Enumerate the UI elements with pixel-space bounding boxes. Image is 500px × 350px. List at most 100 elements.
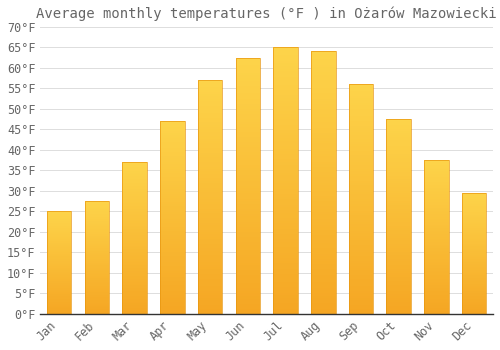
Bar (47, 289, 72, 290)
Bar (348, 254, 374, 257)
Bar (160, 296, 184, 299)
Bar (47, 284, 72, 285)
Bar (462, 237, 486, 238)
Bar (122, 220, 147, 221)
Bar (198, 141, 222, 143)
Bar (122, 267, 147, 268)
Bar (84, 224, 109, 225)
Bar (386, 142, 411, 145)
Bar (424, 168, 448, 169)
Bar (160, 312, 184, 314)
Bar (122, 302, 147, 303)
Bar (274, 143, 298, 146)
Bar (311, 303, 336, 306)
Bar (348, 169, 374, 171)
Bar (160, 285, 184, 287)
Bar (236, 86, 260, 88)
Bar (198, 195, 222, 197)
Bar (386, 232, 411, 234)
Bar (462, 285, 486, 286)
Bar (274, 234, 298, 237)
Bar (274, 231, 298, 234)
Bar (84, 296, 109, 297)
Bar (160, 289, 184, 291)
Bar (424, 194, 448, 195)
Bar (386, 183, 411, 185)
Bar (122, 208, 147, 209)
Bar (386, 203, 411, 205)
Bar (424, 238, 448, 240)
Bar (424, 166, 448, 168)
Bar (311, 70, 336, 72)
Bar (348, 188, 374, 190)
Bar (424, 231, 448, 232)
Bar (274, 279, 298, 282)
Bar (122, 202, 147, 203)
Bar (348, 178, 374, 181)
Bar (198, 167, 222, 169)
Bar (274, 156, 298, 159)
Bar (47, 304, 72, 306)
Bar (160, 202, 184, 204)
Bar (386, 148, 411, 150)
Bar (198, 83, 222, 85)
Bar (47, 299, 72, 300)
Bar (274, 207, 298, 210)
Bar (274, 186, 298, 189)
Bar (236, 311, 260, 314)
Bar (274, 108, 298, 111)
Bar (236, 60, 260, 63)
Bar (84, 226, 109, 227)
Bar (424, 185, 448, 186)
Bar (311, 285, 336, 288)
Bar (274, 250, 298, 253)
Bar (424, 236, 448, 237)
Bar (236, 158, 260, 160)
Bar (84, 212, 109, 214)
Bar (198, 256, 222, 258)
Bar (47, 211, 72, 314)
Bar (236, 188, 260, 191)
Bar (198, 118, 222, 120)
Bar (160, 196, 184, 198)
Bar (122, 189, 147, 191)
Bar (236, 260, 260, 262)
Bar (236, 278, 260, 281)
Bar (424, 226, 448, 228)
Bar (462, 199, 486, 200)
Bar (160, 235, 184, 237)
Bar (462, 224, 486, 225)
Bar (198, 162, 222, 164)
Bar (311, 156, 336, 159)
Bar (160, 150, 184, 152)
Bar (424, 195, 448, 197)
Bar (236, 181, 260, 183)
Bar (236, 304, 260, 306)
Bar (462, 246, 486, 247)
Bar (198, 199, 222, 202)
Bar (424, 280, 448, 282)
Bar (462, 244, 486, 245)
Bar (236, 91, 260, 93)
Bar (386, 230, 411, 232)
Bar (160, 208, 184, 210)
Bar (348, 132, 374, 135)
Bar (311, 204, 336, 206)
Bar (84, 215, 109, 216)
Bar (311, 67, 336, 70)
Bar (236, 265, 260, 268)
Bar (160, 304, 184, 306)
Bar (236, 219, 260, 222)
Bar (236, 163, 260, 165)
Bar (122, 235, 147, 237)
Bar (462, 208, 486, 209)
Bar (386, 240, 411, 242)
Bar (348, 158, 374, 160)
Bar (274, 170, 298, 173)
Bar (462, 228, 486, 229)
Bar (424, 288, 448, 289)
Bar (274, 271, 298, 274)
Bar (424, 266, 448, 268)
Bar (462, 296, 486, 297)
Bar (462, 223, 486, 224)
